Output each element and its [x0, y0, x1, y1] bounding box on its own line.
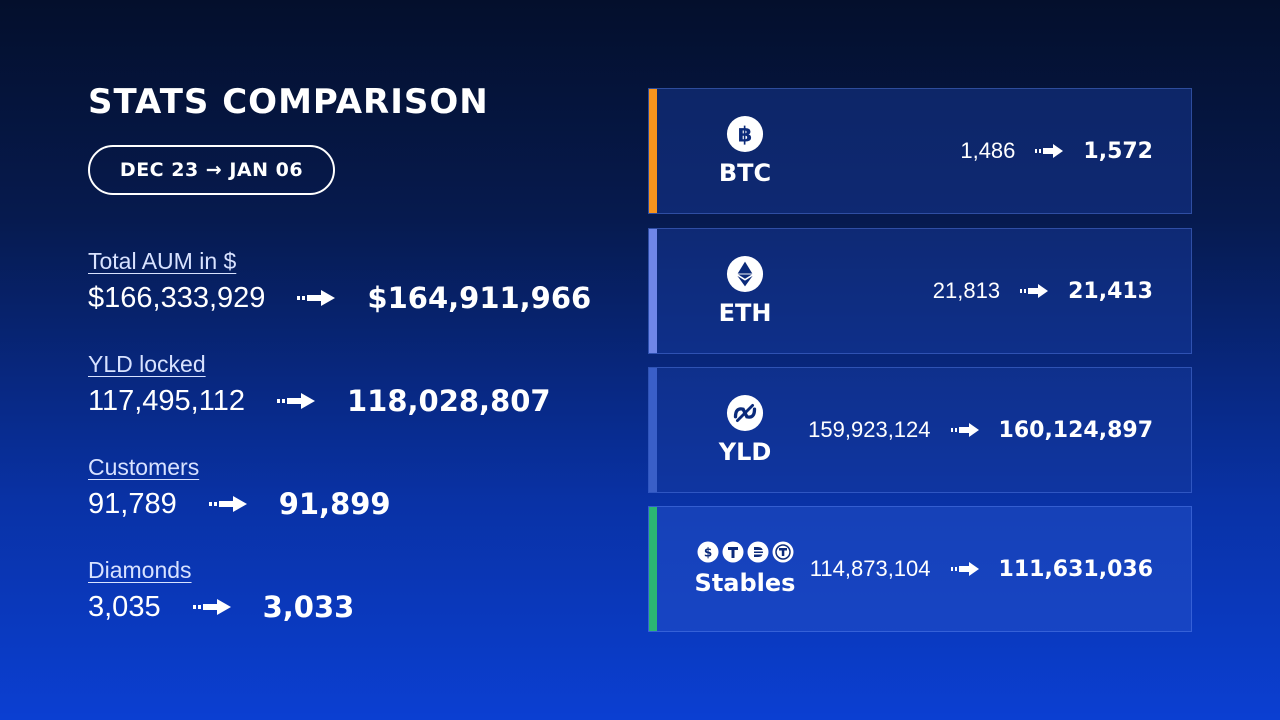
- card-from-value: 1,486: [960, 138, 1016, 163]
- stat-to-value: 3,033: [262, 590, 355, 624]
- tusd-icon: [772, 541, 793, 563]
- coin-name: YLD: [718, 438, 772, 466]
- stat-diamonds: Diamonds 3,035 3,033: [88, 557, 354, 624]
- card-from-value: 159,923,124: [808, 417, 931, 442]
- stat-from-value: 117,495,112: [88, 384, 245, 417]
- coin-name: ETH: [718, 299, 772, 327]
- arrow-right-icon: [1035, 144, 1064, 158]
- yld-icon: [726, 394, 764, 432]
- card-from-value: 114,873,104: [809, 556, 931, 581]
- accent-bar: [649, 507, 657, 631]
- date-range-pill: DEC 23 → JAN 06: [88, 145, 335, 195]
- card-yld: YLD 159,923,124 160,124,897: [648, 367, 1192, 493]
- tether-icon: [722, 541, 743, 563]
- coin-name: BTC: [718, 159, 772, 187]
- card-from-value: 21,813: [932, 278, 1001, 303]
- page-title: STATS COMPARISON: [88, 82, 489, 122]
- card-btc: ฿ BTC 1,486 1,572: [648, 88, 1192, 214]
- stat-label: Total AUM in $: [88, 248, 237, 274]
- arrow-right-icon: [950, 423, 979, 437]
- arrow-right-icon: [1020, 284, 1049, 298]
- stat-to-value: $164,911,966: [367, 281, 592, 315]
- accent-bar: [649, 229, 657, 353]
- stat-label: YLD locked: [88, 351, 206, 377]
- stat-total-aum: Total AUM in $ $166,333,929 $164,911,966: [88, 248, 591, 315]
- arrow-right-icon: [276, 393, 315, 409]
- arrow-right-icon: [950, 562, 979, 576]
- stat-from-value: $166,333,929: [88, 281, 266, 314]
- ethereum-icon: [726, 255, 764, 293]
- stat-from-value: 3,035: [88, 590, 161, 623]
- stablecoins-icons: $: [697, 541, 794, 563]
- card-to-value: 1,572: [1083, 138, 1153, 164]
- stat-to-value: 91,899: [278, 487, 391, 521]
- card-to-value: 21,413: [1068, 278, 1153, 304]
- card-eth: ETH 21,813 21,413: [648, 228, 1192, 354]
- card-to-value: 111,631,036: [998, 556, 1153, 582]
- arrow-right-icon: [192, 599, 231, 615]
- svg-text:฿: ฿: [738, 123, 753, 147]
- arrow-right-icon: [297, 290, 336, 306]
- card-stables: $ Stables 114,873,104 111,631,036: [648, 506, 1192, 632]
- accent-bar: [649, 89, 657, 213]
- usdc-icon: $: [697, 541, 718, 563]
- stat-from-value: 91,789: [88, 487, 177, 520]
- card-to-value: 160,124,897: [998, 417, 1153, 443]
- coin-name: Stables: [694, 569, 796, 597]
- accent-bar: [649, 368, 657, 492]
- arrow-right-icon: [208, 496, 247, 512]
- stat-label: Customers: [88, 454, 200, 480]
- stat-customers: Customers 91,789 91,899: [88, 454, 391, 521]
- bitcoin-icon: ฿: [726, 115, 764, 153]
- svg-text:$: $: [703, 546, 711, 560]
- stat-yld-locked: YLD locked 117,495,112 118,028,807: [88, 351, 551, 418]
- stat-to-value: 118,028,807: [346, 384, 551, 418]
- stat-label: Diamonds: [88, 557, 192, 583]
- dai-icon: [747, 541, 768, 563]
